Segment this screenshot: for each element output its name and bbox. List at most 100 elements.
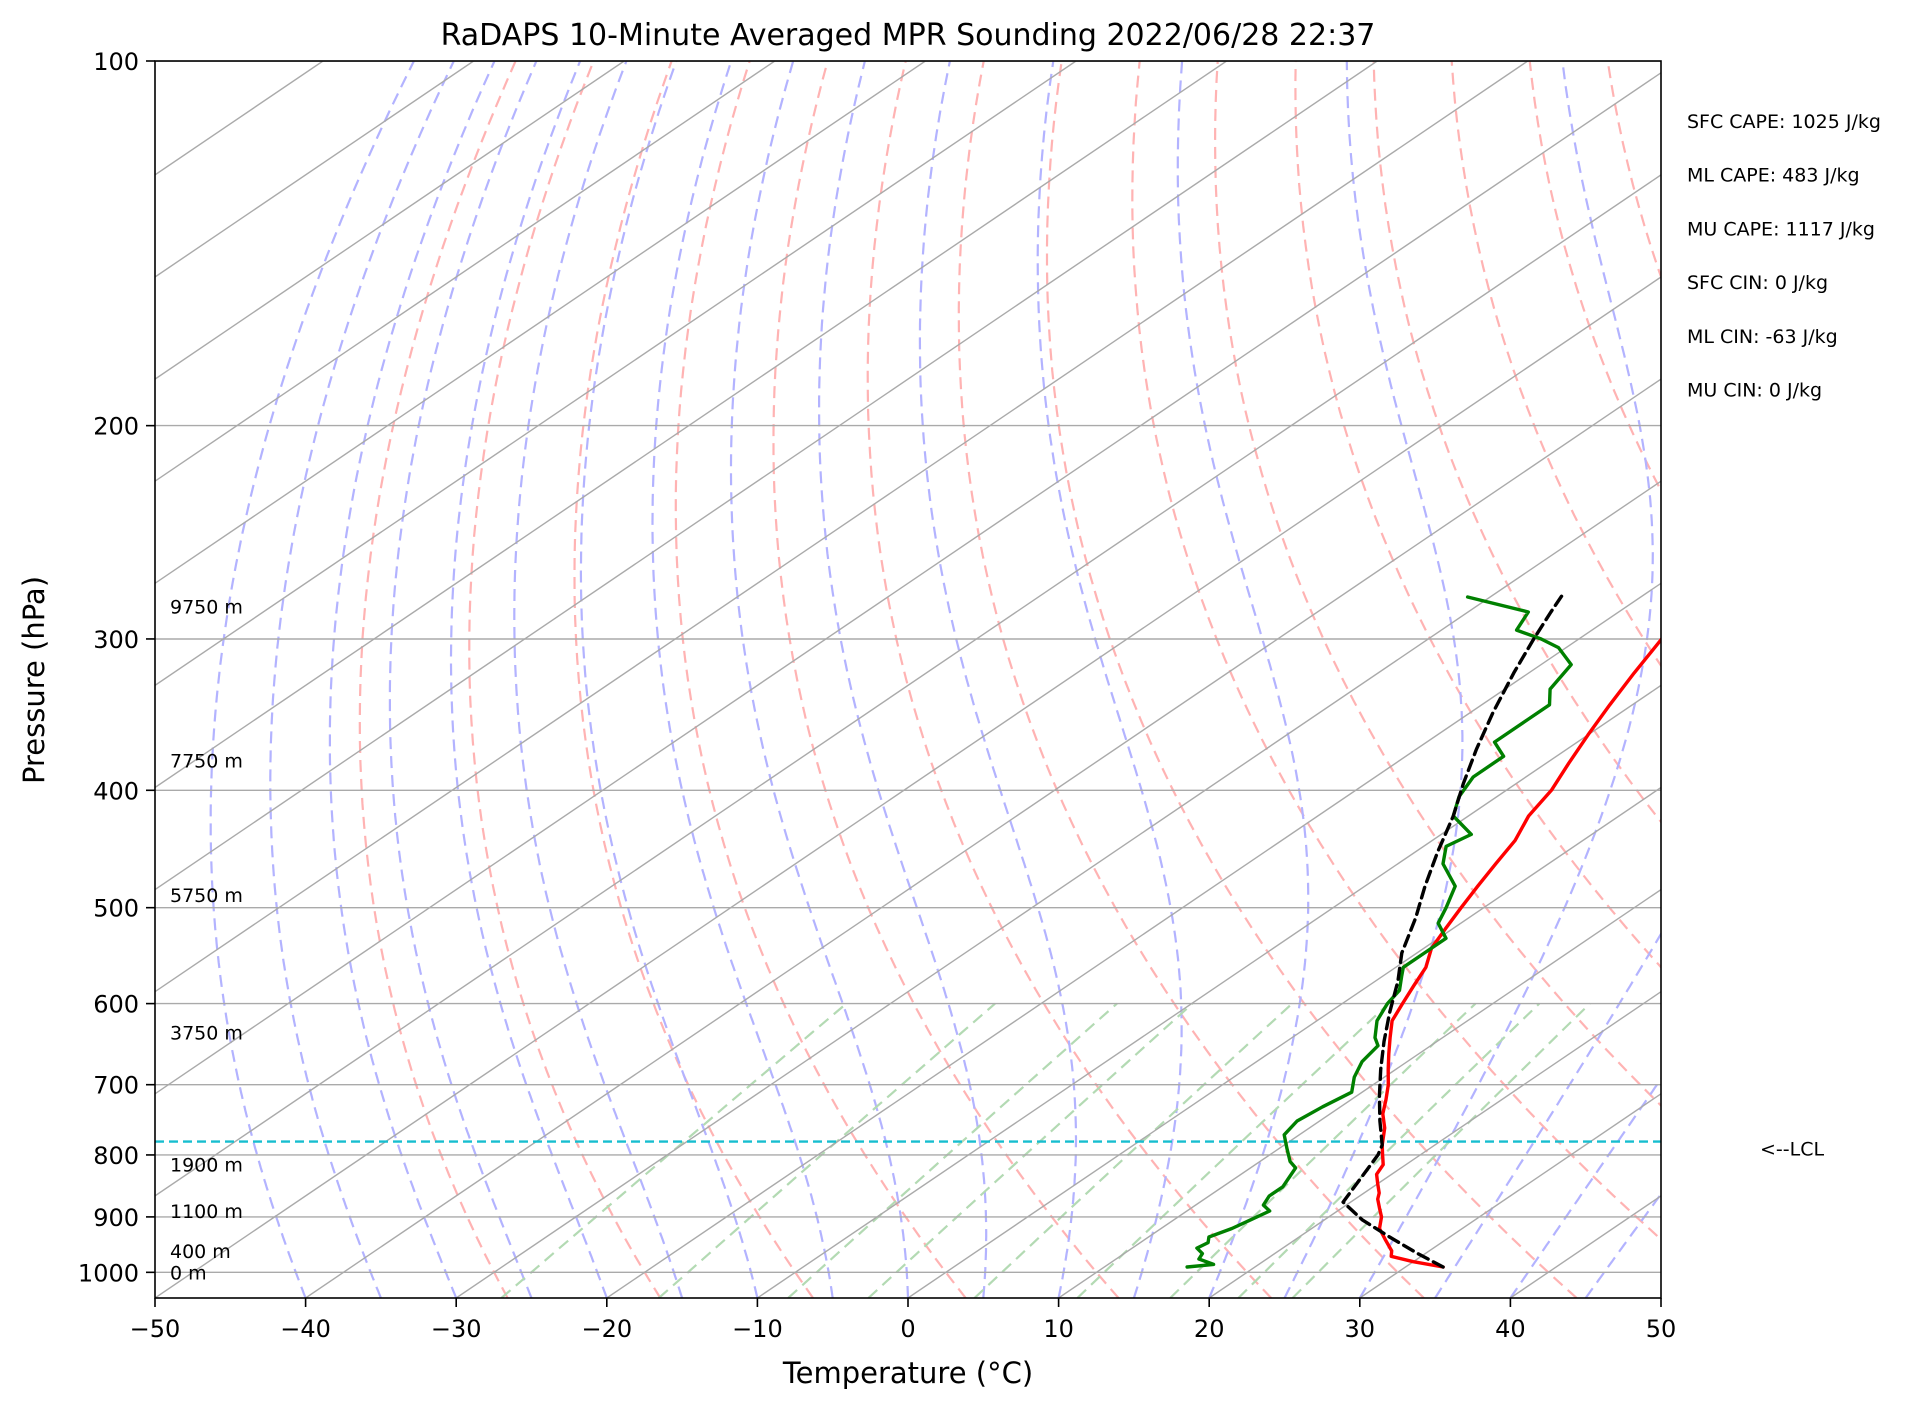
moist-adiabat [328, 61, 496, 1298]
dry-adiabat [1450, 61, 1661, 668]
y-tick-label: 500 [93, 895, 139, 923]
temperature-line [1374, 636, 1661, 1269]
moist-adiabat [1176, 61, 1310, 1298]
isotherm-line [155, 276, 1661, 1298]
isotherm-line [155, 61, 926, 585]
y-axis-ticks: 100 200 300 400 500 600 700 800 900 1000 [78, 48, 155, 1287]
moist-adiabat [1358, 61, 1654, 1298]
mixing-ratio-line [658, 1002, 996, 1298]
y-tick-label: 900 [93, 1204, 139, 1232]
stability-indices: SFC CAPE: 1025 J/kg ML CAPE: 483 J/kg MU C… [1687, 111, 1881, 402]
height-label: 400 m [170, 1241, 231, 1263]
isotherm-line [155, 61, 1227, 789]
isotherm-line [155, 61, 1077, 687]
stability-index: SFC CAPE: 1025 J/kg [1687, 111, 1881, 133]
height-labels: 9750 m 7750 m 5750 m 3750 m 1900 m 1100 m 400 … [170, 596, 243, 1284]
stability-index: ML CIN: -63 J/kg [1687, 326, 1838, 348]
x-axis-ticks: −50 −40 −30 −20 −10 0 10 20 30 40 50 [130, 1298, 1677, 1343]
isotherm-line [155, 61, 625, 380]
height-label: 9750 m [170, 596, 243, 618]
isotherm-line [907, 786, 1661, 1298]
stability-index: SFC CIN: 0 J/kg [1687, 272, 1828, 294]
moist-adiabat [651, 61, 834, 1298]
isotherm-line [155, 174, 1661, 1197]
dry-adiabat [358, 61, 517, 1298]
x-tick-label: −10 [732, 1315, 783, 1343]
mixing-ratio-line [1076, 1002, 1390, 1298]
mixing-ratio-line [1169, 1002, 1477, 1298]
dry-adiabat [1045, 61, 1578, 1298]
mixing-ratio-line [1291, 1002, 1591, 1298]
dewpoint-line [1185, 595, 1573, 1269]
isotherm-line [305, 378, 1661, 1298]
background-lines [155, 61, 1661, 1298]
sounding-series [1185, 591, 1661, 1269]
y-tick-label: 200 [93, 413, 139, 441]
dry-adiabat [674, 61, 967, 1298]
x-tick-label: 10 [1043, 1315, 1074, 1343]
moist-adiabat [918, 61, 1078, 1298]
moist-adiabat [1434, 931, 1661, 1298]
mixing-ratio-line [867, 1002, 1194, 1298]
dry-adiabat [1528, 61, 1661, 494]
x-tick-label: −40 [280, 1315, 331, 1343]
y-tick-label: 400 [93, 777, 139, 805]
x-tick-label: −20 [581, 1315, 632, 1343]
pressure-gridlines [155, 61, 1661, 1274]
y-tick-label: 700 [93, 1072, 139, 1100]
isotherm-line [155, 61, 474, 278]
dry-adiabat [957, 61, 1425, 1298]
stability-index: MU CIN: 0 J/kg [1687, 380, 1822, 402]
x-tick-label: 30 [1345, 1315, 1376, 1343]
lcl-label: <--LCL [1760, 1139, 1824, 1161]
x-tick-label: 40 [1495, 1315, 1526, 1343]
y-tick-label: 100 [93, 48, 139, 76]
mixing-ratio-line [1237, 1002, 1541, 1298]
x-axis-label: Temperature (°C) [782, 1356, 1033, 1390]
isotherm-line [155, 61, 1529, 993]
stability-index: ML CAPE: 483 J/kg [1687, 165, 1860, 187]
x-tick-label: 20 [1194, 1315, 1225, 1343]
height-label: 1100 m [170, 1201, 243, 1223]
moist-adiabat [209, 61, 415, 1298]
x-tick-label: −30 [431, 1315, 482, 1343]
x-tick-label: −50 [130, 1315, 181, 1343]
x-tick-label: 50 [1646, 1315, 1677, 1343]
y-tick-label: 600 [93, 991, 139, 1019]
chart-title: RaDAPS 10-Minute Averaged MPR Sounding 2… [441, 18, 1376, 53]
moist-adiabat [579, 61, 759, 1298]
parcel-path-line [1341, 591, 1566, 1269]
dry-adiabat [573, 61, 814, 1298]
y-tick-label: 800 [93, 1142, 139, 1170]
moist-adiabat [1509, 1076, 1661, 1298]
isotherm-line [155, 61, 776, 483]
y-tick-label: 300 [93, 626, 139, 654]
height-label: 0 m [170, 1262, 207, 1284]
isotherm-line [155, 71, 1661, 1095]
dry-adiabat [1372, 61, 1661, 824]
height-label: 5750 m [170, 885, 243, 907]
isotherm-line [757, 684, 1661, 1298]
moist-adiabat [513, 61, 684, 1298]
y-axis-label: Pressure (hPa) [17, 576, 51, 784]
dry-adiabat [1213, 61, 1661, 1108]
height-label: 3750 m [170, 1023, 243, 1045]
moist-adiabat [449, 61, 608, 1298]
isotherm-line [155, 61, 1378, 891]
height-label: 7750 m [170, 751, 243, 773]
moist-adiabat [269, 61, 455, 1298]
dry-adiabat [866, 61, 1272, 1298]
moist-adiabat [818, 61, 988, 1298]
dry-adiabat [468, 61, 662, 1298]
dry-adiabat [772, 61, 1120, 1298]
mixing-ratio-line [787, 1002, 1118, 1298]
dry-adiabat [1131, 61, 1661, 1241]
height-label: 1900 m [170, 1155, 243, 1177]
stability-index: MU CAPE: 1117 J/kg [1687, 218, 1875, 240]
isotherm-line [455, 480, 1661, 1298]
mixing-ratio-line [973, 1002, 1293, 1298]
moist-adiabat [729, 61, 910, 1298]
dry-adiabat [1294, 61, 1661, 969]
x-tick-label: 0 [900, 1315, 915, 1343]
